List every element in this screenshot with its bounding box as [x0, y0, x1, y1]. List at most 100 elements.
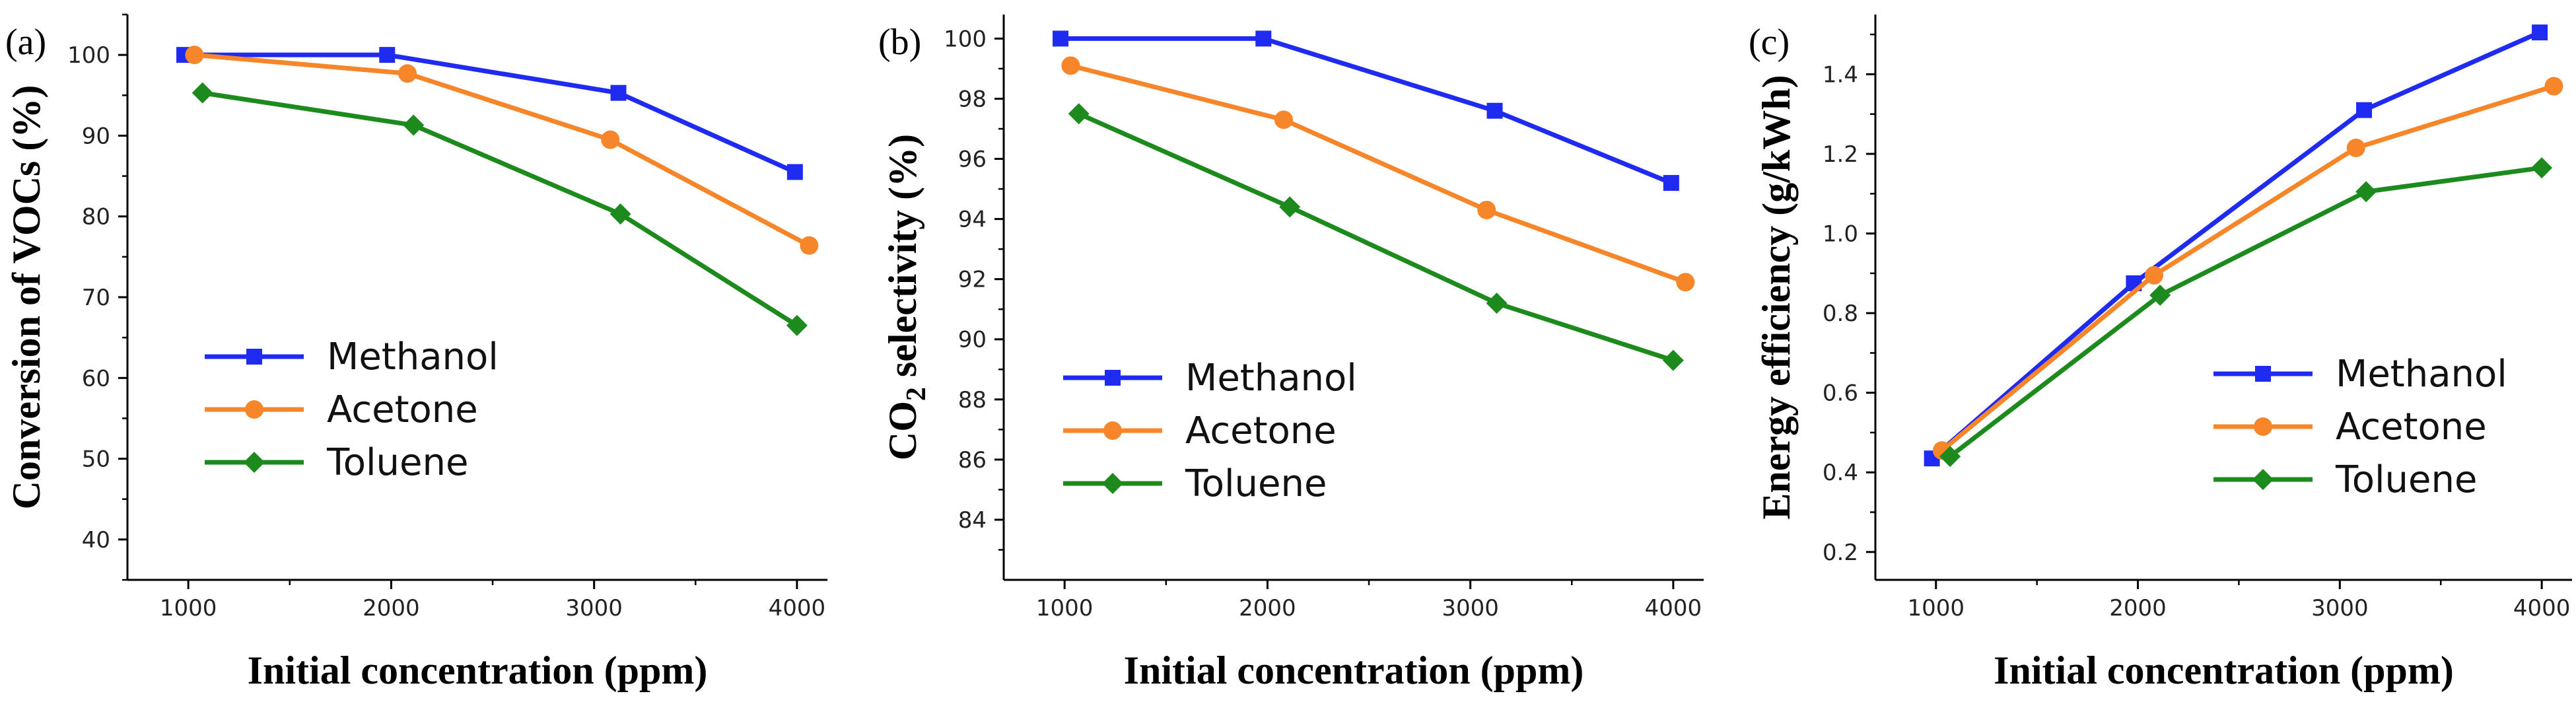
legend-item-acetone: Acetone: [1063, 409, 1337, 452]
y-tick-label: 0.6: [1823, 380, 1858, 407]
data-point: [1061, 56, 1080, 75]
y-tick-label: 84: [958, 507, 987, 534]
data-point: [1486, 293, 1508, 314]
x-tick-label: 2000: [363, 595, 420, 621]
chart-panel-2: 84 86 88 90 92 94 96 98 100 1000 2000 3000 4000 Initi…: [878, 15, 1704, 692]
data-point: [2356, 102, 2373, 118]
legend-label: Toluene: [1185, 462, 1327, 505]
data-point: [1053, 30, 1069, 47]
x-tick-label: 4000: [2513, 595, 2571, 621]
x-tick-label: 1000: [1036, 595, 1094, 621]
y-axis-title: Energy efficiency (g/kWh): [1755, 75, 1798, 519]
legend-label: Methanol: [2336, 353, 2507, 396]
x-axis-title: Initial concentration (ppm): [248, 649, 708, 692]
legend-marker: [246, 349, 262, 365]
y-tick-label: 50: [82, 446, 110, 473]
legend-label: Methanol: [1185, 357, 1357, 400]
series-acetone: [1932, 77, 2563, 460]
data-point: [609, 203, 631, 225]
data-point: [1663, 174, 1679, 191]
x-axis-title: Initial concentration (ppm): [1124, 649, 1584, 692]
legend-label: Acetone: [327, 388, 478, 431]
x-tick-label: 4000: [1645, 595, 1702, 621]
data-point: [1662, 349, 1684, 371]
chart-panel-1: 40 50 60 70 80 90 100 1000 2000 3000 4000 Initial c…: [5, 13, 827, 692]
y-tick-label: 98: [958, 86, 987, 112]
data-point: [1068, 103, 1090, 125]
x-tick-label: 3000: [2311, 595, 2369, 621]
y-tick-label: 94: [958, 207, 987, 233]
legend-marker: [2255, 366, 2271, 382]
y-tick-label: 40: [82, 527, 110, 553]
series-line: [1078, 112, 1674, 363]
data-point: [2346, 138, 2365, 157]
legend-marker: [245, 400, 263, 419]
data-point: [403, 114, 425, 136]
y-tick-label: 80: [82, 204, 110, 230]
legend: Methanol Acetone Toluene: [1063, 357, 1357, 505]
legend-marker: [2252, 469, 2274, 490]
y-tick-label: 70: [82, 285, 110, 311]
legend-marker: [1105, 370, 1121, 386]
y-tick-label: 100: [67, 42, 110, 69]
data-point: [1255, 30, 1272, 47]
legend-marker: [1103, 421, 1122, 440]
y-tick-label: 100: [944, 26, 987, 52]
y-tick-label: 90: [958, 327, 987, 353]
panel-label: (a): [5, 22, 46, 63]
data-point: [800, 236, 819, 255]
series-line: [1930, 30, 2541, 460]
series-line: [1940, 84, 2555, 452]
data-point: [2544, 77, 2563, 96]
y-axis-title: CO2 selectivity (%): [881, 134, 932, 460]
x-tick-label: 1000: [160, 595, 217, 621]
panel-label: (c): [1749, 22, 1790, 63]
x-tick-label: 4000: [769, 595, 826, 621]
chart-panel-3: 0.2 0.4 0.6 0.8 1.0 1.2 1.4 1000 2000 3000 4000 Ini…: [1749, 15, 2572, 692]
series-toluene: [1939, 157, 2553, 468]
data-point: [2355, 181, 2377, 203]
data-point: [2532, 24, 2548, 41]
y-tick-label: 1.2: [1823, 141, 1858, 168]
x-tick-label: 1000: [1907, 595, 1965, 621]
series-methanol: [1053, 30, 1679, 191]
series-line: [1070, 63, 1687, 285]
x-axis-title: Initial concentration (ppm): [1994, 649, 2454, 692]
data-point: [786, 314, 808, 336]
legend-label: Toluene: [2335, 458, 2477, 501]
data-point: [379, 47, 396, 63]
data-point: [1274, 110, 1293, 129]
y-axis-title: Conversion of VOCs (%): [5, 85, 48, 510]
data-point: [191, 82, 213, 104]
y-tick-label: 90: [82, 123, 110, 149]
data-point: [185, 46, 204, 65]
y-tick-label: 92: [958, 267, 987, 293]
data-point: [2531, 157, 2553, 179]
legend-label: Acetone: [2336, 406, 2487, 448]
legend-item-toluene: Toluene: [2213, 458, 2477, 501]
data-point: [398, 64, 417, 83]
legend-item-toluene: Toluene: [205, 441, 468, 484]
legend: Methanol Acetone Toluene: [2213, 353, 2507, 501]
series-toluene: [1068, 103, 1684, 371]
legend-label: Toluene: [326, 441, 468, 484]
x-tick-label: 2000: [1239, 595, 1296, 621]
legend-label: Acetone: [1185, 409, 1337, 452]
series-line: [202, 90, 798, 328]
y-tick-label: 0.2: [1823, 540, 1858, 566]
data-point: [601, 130, 620, 149]
y-tick-label: 1.4: [1823, 61, 1858, 88]
x-tick-label: 2000: [2109, 595, 2167, 621]
legend-marker: [1102, 473, 1123, 494]
series-methanol: [176, 47, 803, 180]
legend: Methanol Acetone Toluene: [205, 336, 499, 484]
y-tick-label: 88: [958, 387, 987, 413]
legend-marker: [2254, 417, 2272, 436]
data-point: [1486, 102, 1503, 119]
data-point: [2145, 266, 2163, 285]
x-tick-label: 3000: [1442, 595, 1499, 621]
series-acetone: [185, 46, 819, 255]
y-tick-label: 1.0: [1823, 221, 1858, 248]
y-tick-label: 0.8: [1823, 301, 1858, 327]
